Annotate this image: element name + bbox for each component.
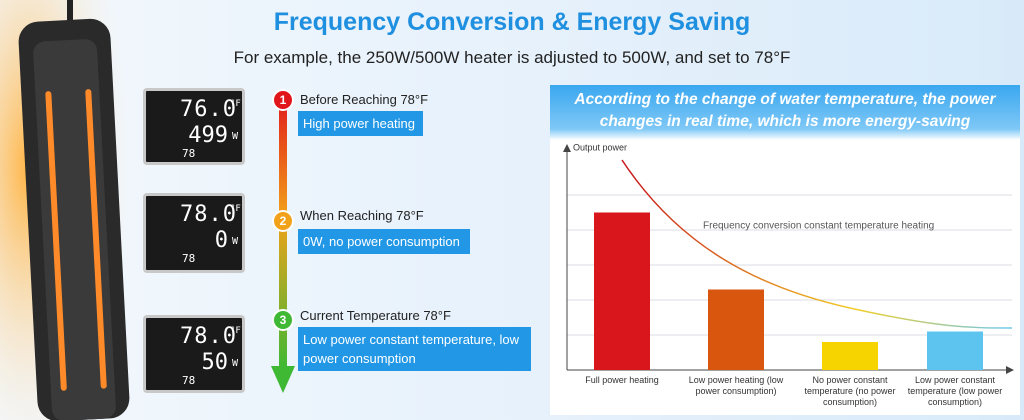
step-number: 1	[272, 89, 294, 111]
display-temp: 78.0	[180, 202, 237, 227]
annotation: Frequency conversion constant temperatur…	[703, 221, 934, 232]
step-label: Before Reaching 78°F	[300, 92, 429, 107]
step-status: High power heating	[298, 111, 423, 136]
unit: W	[232, 131, 239, 142]
unit: °F	[230, 326, 241, 336]
step-status: 0W, no power consumption	[298, 229, 470, 254]
x-tick-label: No power constant temperature (no power …	[804, 375, 896, 407]
display-power: 499	[188, 123, 228, 148]
title: Frequency Conversion & Energy Saving	[273, 8, 751, 36]
bar	[708, 289, 764, 370]
x-axis-arrow	[1006, 366, 1014, 374]
step-label: When Reaching 78°F	[300, 208, 424, 223]
step-number: 2	[272, 210, 294, 232]
unit: W	[232, 236, 239, 247]
display-power: 50	[201, 350, 229, 375]
y-axis-label: Output power	[573, 142, 627, 152]
chart: Output power Frequency conversion constan…	[563, 142, 1014, 374]
trend-curve	[621, 159, 1013, 329]
display-power: 0	[214, 228, 228, 253]
display-temp: 78.0	[180, 324, 237, 349]
x-tick-label: Low power constant temperature (low powe…	[907, 375, 1003, 407]
step-status: Low power constant temperature, low powe…	[298, 327, 531, 371]
progress-arrow	[271, 93, 295, 393]
chart-title: According to the change of water tempera…	[550, 85, 1020, 140]
x-tick-label: Full power heating	[585, 375, 659, 385]
display-temp: 76.0	[180, 97, 237, 122]
display-set: 78	[182, 147, 196, 160]
bar	[594, 212, 650, 370]
step-label: Current Temperature 78°F	[300, 308, 451, 323]
heater-illustration	[0, 0, 140, 420]
display: 78.0 °F 50 W 78	[143, 315, 245, 393]
bar	[822, 342, 878, 370]
display: 78.0 °F 0 W 78	[143, 193, 245, 273]
display: 76.0 °F 499 W 78	[143, 88, 245, 165]
x-tick-label: Low power heating (low power consumption…	[688, 375, 784, 396]
subtitle: For example, the 250W/500W heater is adj…	[233, 48, 791, 67]
step-number: 3	[272, 309, 294, 331]
display-set: 78	[182, 252, 196, 265]
bar	[927, 331, 983, 370]
unit: °F	[230, 204, 241, 214]
unit: °F	[230, 99, 241, 109]
display-set: 78	[182, 374, 196, 387]
y-axis-arrow	[563, 144, 571, 152]
unit: W	[232, 358, 239, 369]
